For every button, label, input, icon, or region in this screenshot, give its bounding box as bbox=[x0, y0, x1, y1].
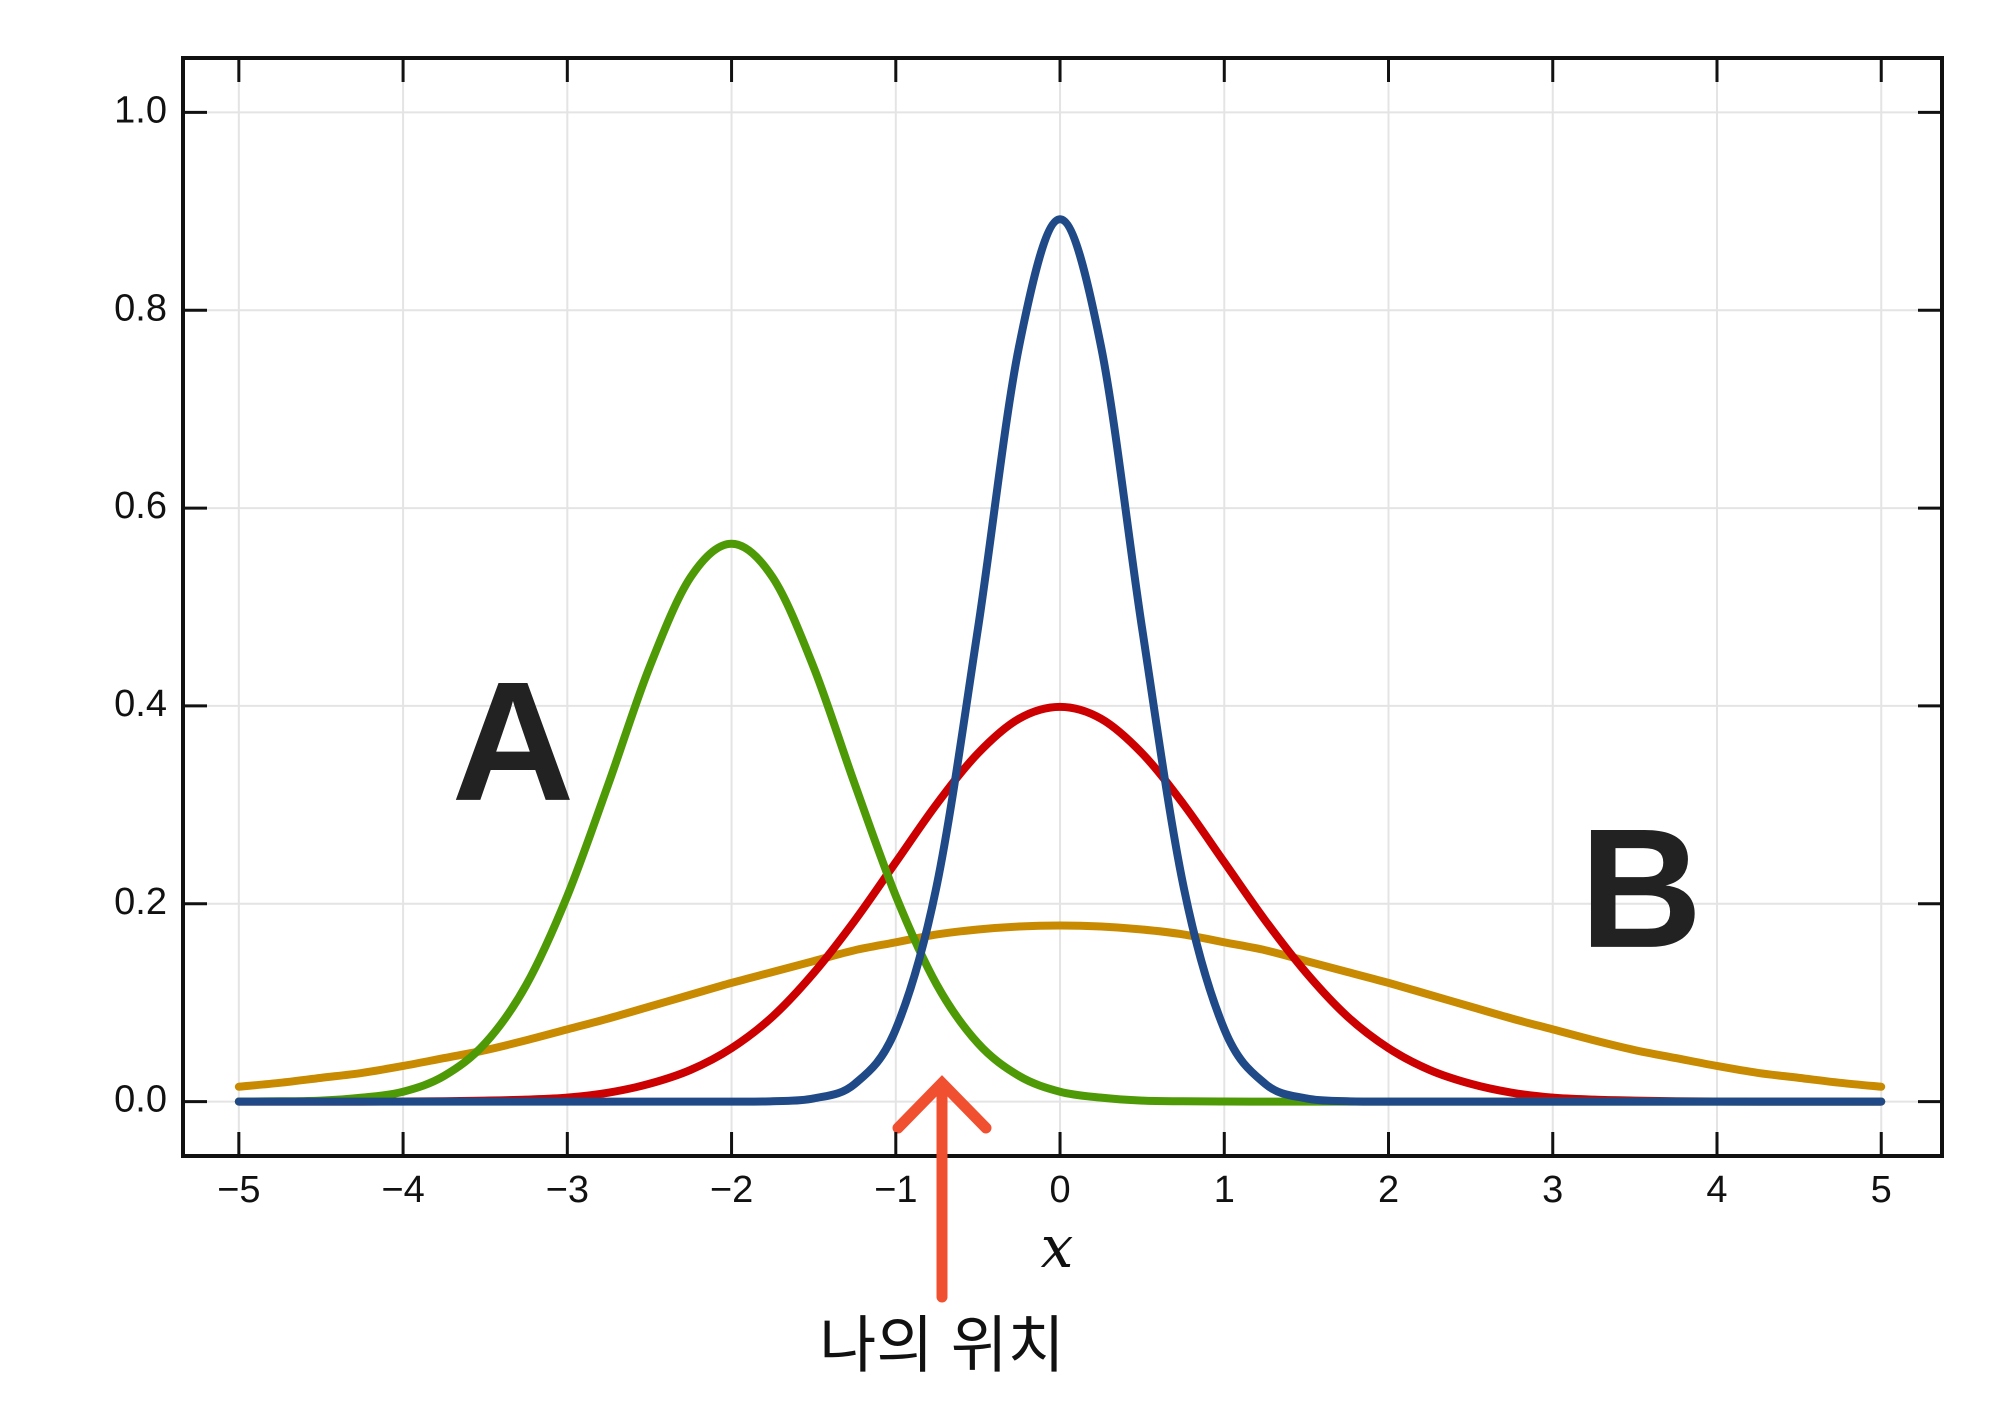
y-tick-label: 0.8 bbox=[114, 287, 167, 329]
y-tick-label: 1.0 bbox=[114, 89, 167, 131]
y-tick-label: 0.0 bbox=[114, 1079, 167, 1121]
x-tick-label: 2 bbox=[1378, 1169, 1399, 1211]
plot-area bbox=[234, 215, 1886, 1106]
y-tick-label: 0.2 bbox=[114, 881, 167, 923]
x-tick-label: −4 bbox=[381, 1169, 424, 1211]
arrow bbox=[892, 1075, 992, 1303]
arrow-head bbox=[892, 1075, 992, 1134]
x-tick-label: −1 bbox=[874, 1169, 917, 1211]
x-tick-label: 4 bbox=[1706, 1169, 1727, 1211]
x-tick-label: 3 bbox=[1542, 1169, 1563, 1211]
curve bbox=[234, 921, 1886, 1091]
plot-frame bbox=[181, 56, 1944, 1158]
x-tick-label: −5 bbox=[217, 1169, 260, 1211]
y-tick-label: 0.6 bbox=[114, 485, 167, 527]
x-tick-label: −3 bbox=[546, 1169, 589, 1211]
x-axis-label: x bbox=[1041, 1213, 1074, 1281]
x-tick-label: 0 bbox=[1049, 1169, 1070, 1211]
x-tick-label: 1 bbox=[1214, 1169, 1235, 1211]
y-tick-label: 0.4 bbox=[114, 683, 167, 725]
curve bbox=[234, 215, 1886, 1106]
x-tick-label: 5 bbox=[1871, 1169, 1892, 1211]
x-tick-label: −2 bbox=[710, 1169, 753, 1211]
annotation: 나의 위치 bbox=[819, 1311, 1064, 1380]
label-b: B bbox=[1580, 794, 1703, 984]
label-a: A bbox=[452, 647, 575, 837]
